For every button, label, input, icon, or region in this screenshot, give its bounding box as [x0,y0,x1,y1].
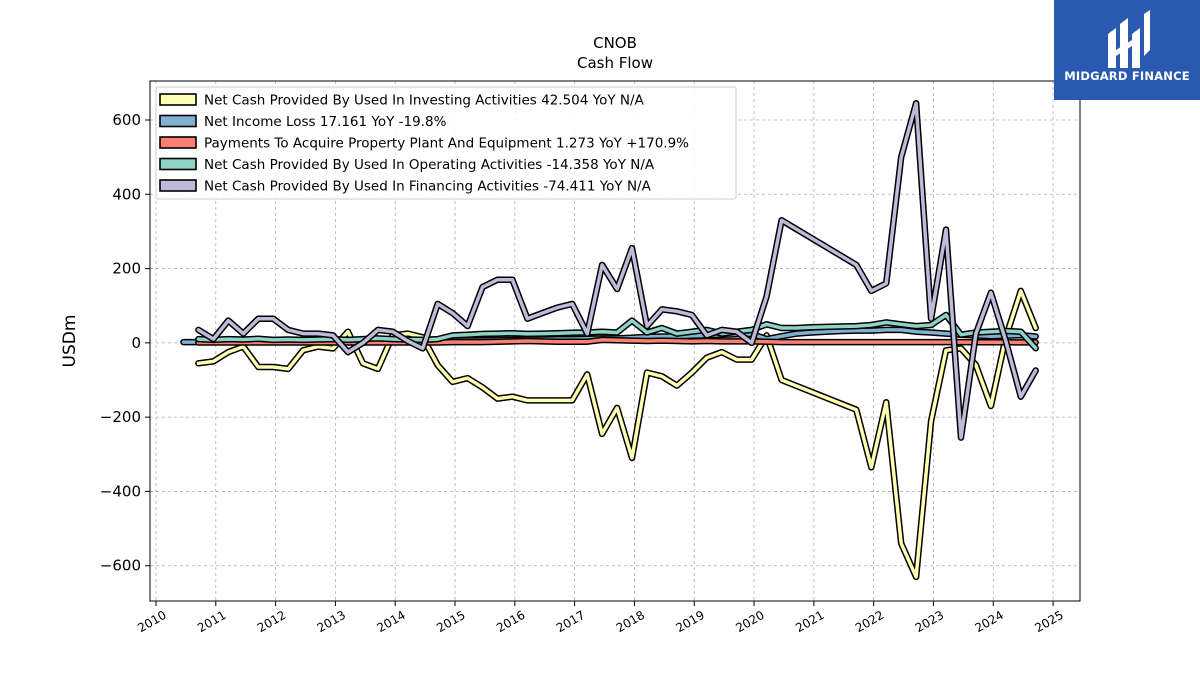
legend-swatch [159,179,197,192]
legend-entry: Net Cash Provided By Used In Financing A… [204,179,652,195]
legend: Net Cash Provided By Used In Investing A… [155,86,737,200]
legend-entry: Net Cash Provided By Used In Investing A… [204,93,645,109]
x-tick-label: 2019 [674,608,707,635]
x-tick-label: 2025 [1032,608,1065,635]
x-tick-label: 2020 [733,608,766,635]
y-tick-label: 400 [112,185,141,203]
midgard-logo-icon [1108,10,1150,68]
x-tick-label: 2018 [614,608,647,635]
legend-swatch [159,114,197,128]
x-tick-label: 2016 [494,608,527,635]
x-tick-label: 2013 [315,608,348,635]
legend-entry: Payments To Acquire Property Plant And E… [204,136,689,152]
series-stroke [196,289,1038,579]
logo-text: MIDGARD FINANCE [1064,69,1190,83]
y-tick-label: −400 [100,482,141,500]
x-tick-label: 2012 [255,608,288,635]
series-lines [180,100,1039,581]
x-tick-label: 2022 [853,608,886,635]
y-tick-label: −600 [100,557,141,575]
x-tick-label: 2014 [374,608,407,635]
x-tick-label: 2024 [973,608,1006,635]
legend-box [155,86,737,200]
y-tick-label: −200 [100,408,141,426]
y-tick-label: 600 [112,111,141,129]
x-tick-label: 2011 [195,608,228,635]
x-tick-label: 2023 [913,608,946,635]
y-tick-label: 200 [112,260,141,278]
y-axis-label: USDm [60,315,80,368]
y-axis-ticks: −600 −400 −200 0 200 400 600 [100,111,150,575]
legend-swatch [159,93,197,106]
series-1-line [195,287,1039,581]
series-stroke [196,101,1038,440]
y-tick-label: 0 [131,334,141,352]
legend-swatch [159,136,197,149]
chart-subtitle: Cash Flow [577,54,653,72]
series-5-line [195,100,1039,441]
x-tick-label: 2021 [793,608,826,635]
x-tick-label: 2015 [434,608,467,635]
legend-swatch [159,157,197,171]
legend-entry: Net Cash Provided By Used In Operating A… [204,157,655,173]
x-axis-ticks: 2010 2011 2012 2013 2014 2015 2016 2017 2018 2019… [135,601,1066,635]
x-tick-label: 2017 [554,608,587,635]
brand-logo: MIDGARD FINANCE [1054,0,1200,100]
legend-entry: Net Income Loss 17.161 YoY -19.8% [204,114,447,130]
plot-frame [149,80,1081,602]
chart-title: CNOB [593,34,637,52]
x-tick-label: 2010 [135,608,168,635]
